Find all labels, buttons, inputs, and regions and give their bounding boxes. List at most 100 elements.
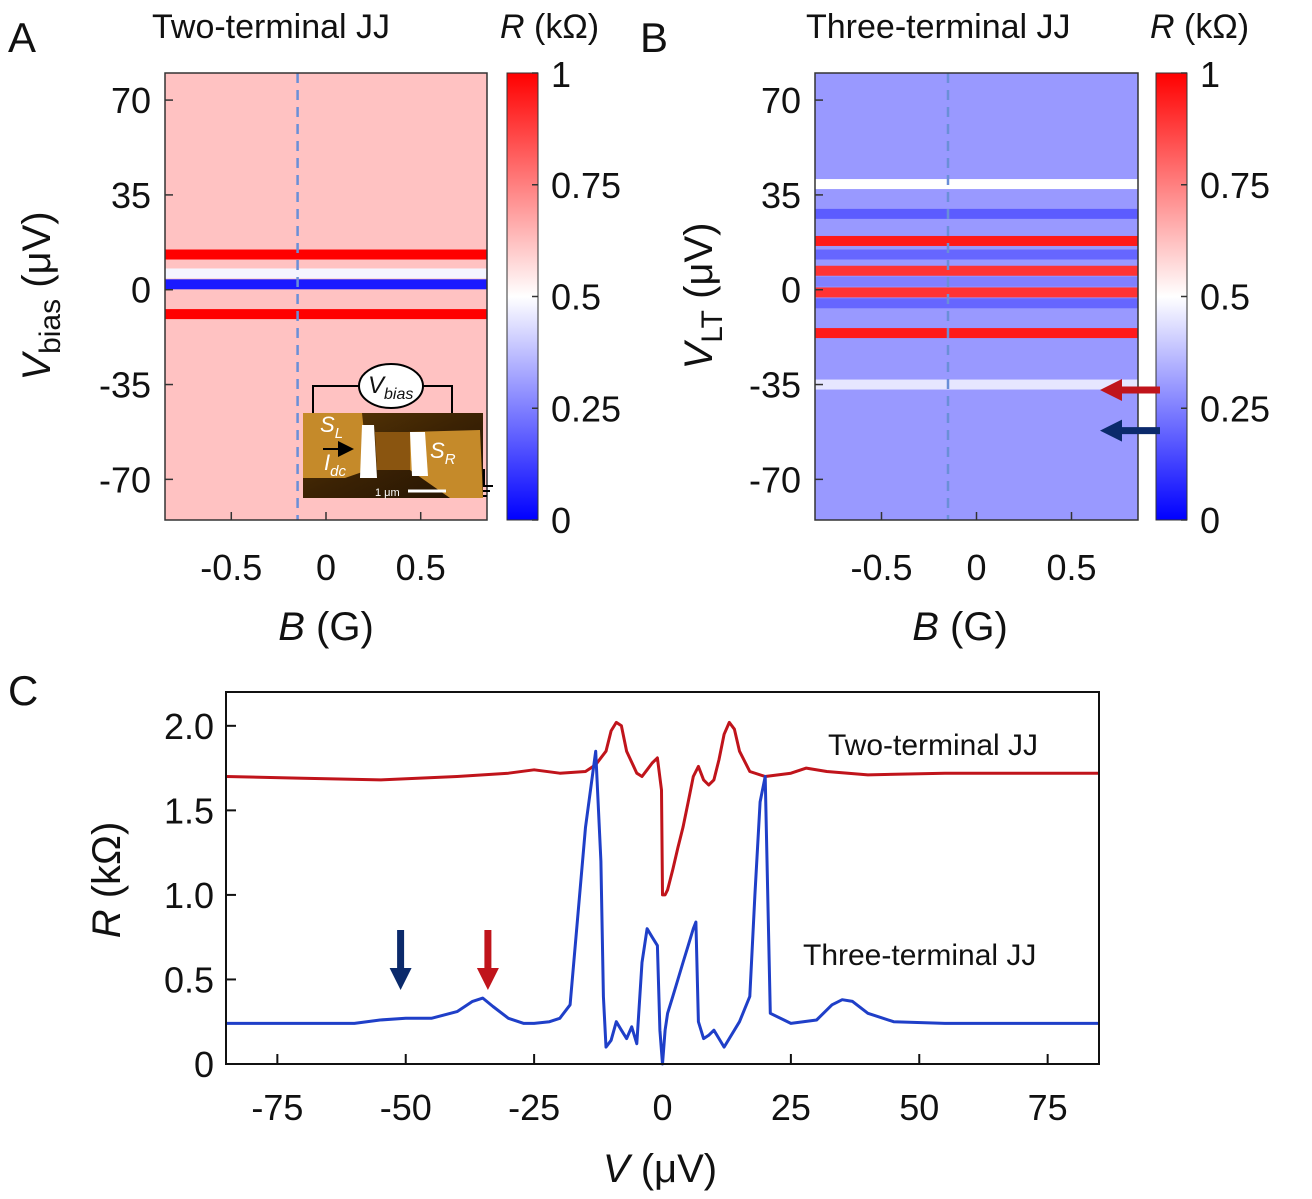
panel-c-xlabel: V (μV) — [603, 1147, 717, 1191]
panel-a-colorbar-ticks: 1 0.75 0.5 0.25 0 — [532, 54, 621, 541]
x-tick-label: -50 — [380, 1087, 432, 1128]
panel-b-colorbar-label: R (kΩ) — [1150, 8, 1249, 46]
colorbar-tick-label: 0 — [551, 500, 571, 541]
inset-vbias-label: Vbias — [368, 372, 413, 403]
arrow-head — [1100, 419, 1122, 442]
heatmap-band — [815, 314, 1138, 325]
arrow-head — [476, 968, 499, 990]
inset-sr-label: SR — [430, 438, 456, 468]
x-tick-label: 50 — [899, 1087, 939, 1128]
inset-sl-label: SL — [320, 412, 343, 442]
panel-c-ticks: -75 -50 -25 0 25 50 75 0 0.5 1.0 1.5 2.0 — [164, 706, 1068, 1128]
inset-right-lead — [408, 430, 483, 498]
inset-scale-label: 1 μm — [375, 487, 400, 499]
x-tick-label: -0.5 — [200, 547, 262, 588]
panel-b-colorbar: 1 0.75 0.5 0.25 0 R (kΩ) — [1150, 8, 1270, 541]
series-three-terminal — [226, 749, 1099, 1066]
y-tick-label: 0 — [781, 270, 801, 311]
panel-b-ticks: -0.5 0 0.5 70 35 0 -35 -70 — [749, 80, 1097, 588]
inset-left-lead — [303, 413, 368, 478]
panel-c-arrows — [389, 930, 499, 990]
heatmap-band — [815, 179, 1138, 190]
heatmap-band — [815, 298, 1138, 309]
inset-center-strip — [375, 432, 410, 470]
heatmap-band — [815, 379, 1138, 390]
heatmap-band — [815, 265, 1138, 276]
panel-b-colorbar-ticks: 1 0.75 0.5 0.25 0 — [1181, 54, 1270, 541]
inset-voltmeter-circle — [358, 363, 424, 409]
colorbar-tick-label: 1 — [551, 54, 571, 95]
panel-a-ylabel: Vbias (μV) — [15, 211, 67, 380]
heatmap-band — [815, 276, 1138, 287]
inset-right-pad — [410, 432, 428, 476]
heatmap-band — [815, 249, 1138, 260]
panel-b-frame — [814, 72, 1139, 521]
panel-b-heatmap — [815, 73, 1138, 520]
panel-c: C -75 -50 -25 0 25 50 75 0 0.5 1.0 1.5 2.0 Two-term… — [8, 667, 1100, 1191]
colorbar-tick-label: 0.5 — [551, 277, 601, 318]
heatmap-band — [815, 287, 1138, 298]
panel-a-frame — [164, 72, 488, 521]
panel-c-arrow — [389, 930, 412, 990]
panel-b-ylabel: VLT (μV) — [677, 223, 729, 370]
colorbar-tick-label: 0.75 — [1200, 165, 1270, 206]
panel-a-letter: A — [8, 14, 36, 61]
x-tick-label: 0.5 — [396, 547, 446, 588]
panel-a: A Two-terminal JJ -0.5 0 0.5 70 35 0 -35 -70 Vb… — [8, 8, 621, 649]
panel-b-arrow — [1100, 419, 1160, 442]
y-tick-label: 35 — [111, 175, 151, 216]
y-tick-label: -70 — [749, 459, 801, 500]
label-three-terminal: Three-terminal JJ — [803, 939, 1036, 972]
panel-b-arrows — [1100, 378, 1160, 442]
colorbar-tick-label: 0.5 — [1200, 277, 1250, 318]
panel-a-colorbar-label: R (kΩ) — [500, 8, 599, 46]
inset-left-pad — [360, 425, 377, 478]
panel-b-title: Three-terminal JJ — [806, 8, 1071, 46]
x-tick-label: -75 — [251, 1087, 303, 1128]
inset-idc-label: Idc — [324, 450, 346, 480]
arrow-head — [1100, 378, 1122, 401]
x-tick-label: 75 — [1028, 1087, 1068, 1128]
heatmap-band — [815, 328, 1138, 339]
heatmap-band — [165, 279, 487, 290]
panel-b-xlabel: B (G) — [912, 605, 1008, 649]
series-two-terminal — [225, 720, 1099, 897]
x-tick-label: -25 — [508, 1087, 560, 1128]
y-tick-label: 70 — [111, 80, 151, 121]
panel-c-lines — [225, 720, 1099, 1066]
x-tick-label: 25 — [771, 1087, 811, 1128]
x-tick-label: 0 — [316, 547, 336, 588]
heatmap-band — [165, 268, 487, 279]
panel-c-arrow — [476, 930, 499, 990]
x-tick-label: 0.5 — [1046, 547, 1096, 588]
y-tick-label: 1.0 — [164, 875, 214, 916]
x-tick-label: -0.5 — [850, 547, 912, 588]
label-two-terminal: Two-terminal JJ — [828, 729, 1038, 762]
y-tick-label: 0 — [131, 270, 151, 311]
heatmap-band — [815, 208, 1138, 219]
panel-b-arrow — [1100, 378, 1160, 401]
y-tick-label: 1.5 — [164, 790, 214, 831]
y-tick-label: 2.0 — [164, 706, 214, 747]
heatmap-band — [165, 249, 487, 260]
panel-c-frame — [225, 691, 1100, 1065]
y-tick-label: 0 — [194, 1044, 214, 1085]
panel-a-inset: Vbias SL SR Idc 1 μm — [303, 363, 493, 499]
y-tick-label: -35 — [749, 365, 801, 406]
y-tick-label: 35 — [761, 175, 801, 216]
y-tick-label: -35 — [99, 365, 151, 406]
colorbar-tick-label: 0 — [1200, 500, 1220, 541]
arrow-head — [389, 968, 412, 990]
panel-b-plot: -0.5 0 0.5 70 35 0 -35 -70 — [749, 72, 1139, 588]
y-tick-label: 70 — [761, 80, 801, 121]
heatmap-band — [165, 309, 487, 320]
panel-a-xlabel: B (G) — [278, 605, 374, 649]
y-tick-label: 0.5 — [164, 959, 214, 1000]
colorbar-tick-label: 1 — [1200, 54, 1220, 95]
x-tick-label: 0 — [652, 1087, 672, 1128]
x-tick-label: 0 — [966, 547, 986, 588]
colorbar-tick-label: 0.75 — [551, 165, 621, 206]
colorbar-tick-label: 0.25 — [1200, 388, 1270, 429]
panel-b-letter: B — [640, 14, 668, 61]
